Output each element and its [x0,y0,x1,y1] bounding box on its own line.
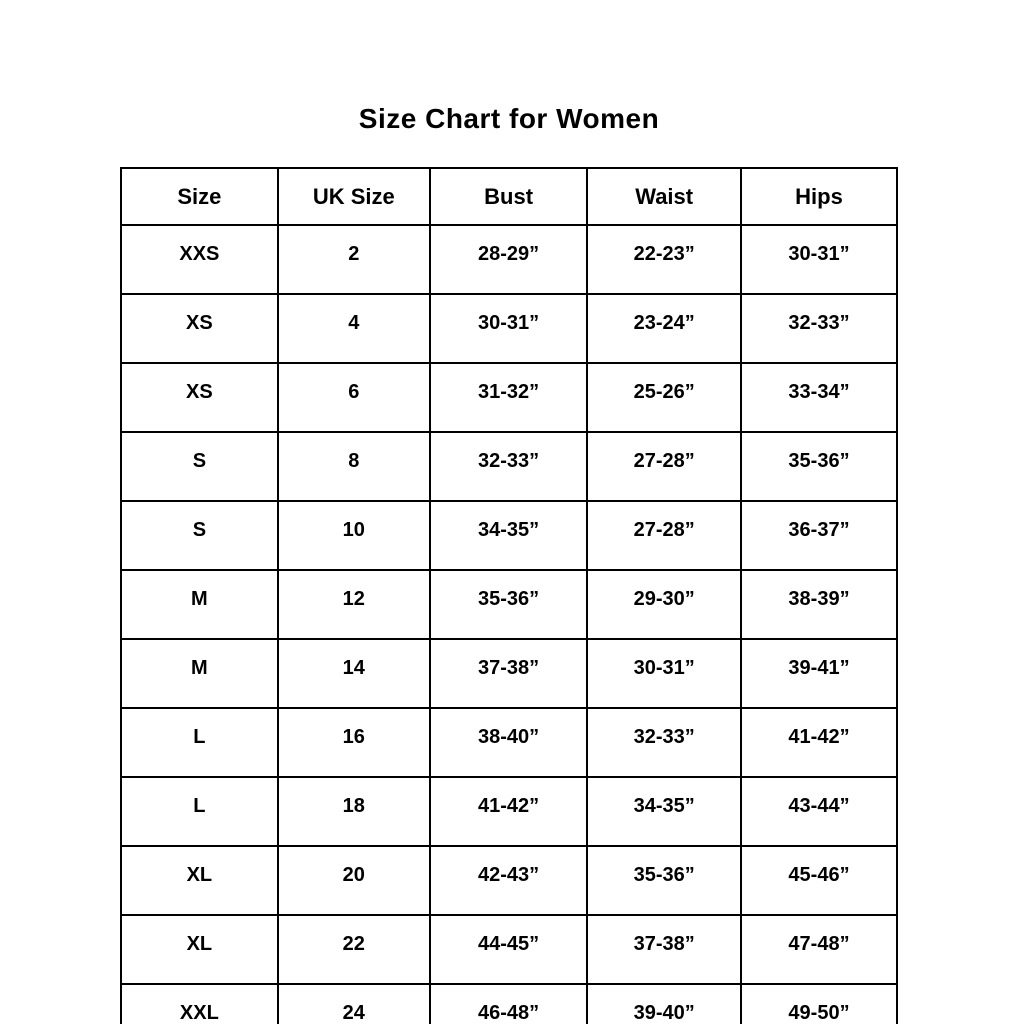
table-cell: XS [120,362,279,433]
table-row: XS 4 30-31” 23-24” 32-33” [120,293,898,364]
table-cell: 32-33” [428,431,589,502]
table-row: M 14 37-38” 30-31” 39-41” [120,638,898,709]
table-row: S 8 32-33” 27-28” 35-36” [120,431,898,502]
table-cell: 47-48” [740,914,898,985]
table-cell: 16 [276,707,431,778]
table-cell: 22 [276,914,431,985]
table-row: XL 22 44-45” 37-38” 47-48” [120,914,898,985]
table-cell: 8 [276,431,431,502]
table-cell: M [120,569,279,640]
column-header-waist: Waist [586,167,742,226]
table-cell: 6 [276,362,431,433]
table-cell: XXL [120,983,279,1024]
table-cell: S [120,500,279,571]
table-cell: 25-26” [586,362,742,433]
table-cell: 36-37” [740,500,898,571]
table-cell: 41-42” [740,707,898,778]
table-cell: 45-46” [740,845,898,916]
table-cell: 43-44” [740,776,898,847]
table-cell: 30-31” [428,293,589,364]
table-cell: 33-34” [740,362,898,433]
table-cell: 34-35” [428,500,589,571]
table-row: L 18 41-42” 34-35” 43-44” [120,776,898,847]
table-cell: 37-38” [586,914,742,985]
table-cell: 41-42” [428,776,589,847]
table-row: L 16 38-40” 32-33” 41-42” [120,707,898,778]
size-chart-table: Size UK Size Bust Waist Hips XXS 2 28-29” 2… [120,167,898,1024]
table-body: XXS 2 28-29” 22-23” 30-31” XS 4 30-31” 23-24” 32-… [120,224,898,1024]
column-header-size: Size [120,167,279,226]
table-cell: 4 [276,293,431,364]
table-row: XXL 24 46-48” 39-40” 49-50” [120,983,898,1024]
column-header-bust: Bust [428,167,589,226]
table-cell: 42-43” [428,845,589,916]
table-cell: 30-31” [586,638,742,709]
table-cell: 30-31” [740,224,898,295]
table-cell: 12 [276,569,431,640]
table-cell: XL [120,845,279,916]
table-cell: 39-41” [740,638,898,709]
table-cell: 31-32” [428,362,589,433]
table-cell: XL [120,914,279,985]
table-row: XL 20 42-43” 35-36” 45-46” [120,845,898,916]
table-cell: 49-50” [740,983,898,1024]
page-title: Size Chart for Women [358,103,660,134]
table-cell: 35-36” [740,431,898,502]
table-cell: L [120,776,279,847]
table-cell: 14 [276,638,431,709]
table-cell: 44-45” [428,914,589,985]
table-header-row: Size UK Size Bust Waist Hips [120,167,898,226]
table-cell: 35-36” [428,569,589,640]
table-row: S 10 34-35” 27-28” 36-37” [120,500,898,571]
table-cell: 20 [276,845,431,916]
table-cell: 24 [276,983,431,1024]
table-cell: 46-48” [428,983,589,1024]
column-header-uk-size: UK Size [276,167,431,226]
table-cell: 18 [276,776,431,847]
table-cell: 39-40” [586,983,742,1024]
table-cell: 2 [276,224,431,295]
table-cell: 32-33” [586,707,742,778]
table-cell: 37-38” [428,638,589,709]
table-cell: M [120,638,279,709]
table-cell: 10 [276,500,431,571]
table-cell: XS [120,293,279,364]
table-cell: 38-40” [428,707,589,778]
table-row: M 12 35-36” 29-30” 38-39” [120,569,898,640]
table-cell: 34-35” [586,776,742,847]
table-cell: 28-29” [428,224,589,295]
table-cell: 35-36” [586,845,742,916]
table-row: XXS 2 28-29” 22-23” 30-31” [120,224,898,295]
table-cell: 22-23” [586,224,742,295]
table-cell: 27-28” [586,500,742,571]
table-cell: XXS [120,224,279,295]
table-cell: 32-33” [740,293,898,364]
table-cell: L [120,707,279,778]
table-row: XS 6 31-32” 25-26” 33-34” [120,362,898,433]
table-cell: 29-30” [586,569,742,640]
table-cell: 38-39” [740,569,898,640]
column-header-hips: Hips [740,167,898,226]
table-cell: S [120,431,279,502]
table-cell: 23-24” [586,293,742,364]
table-cell: 27-28” [586,431,742,502]
